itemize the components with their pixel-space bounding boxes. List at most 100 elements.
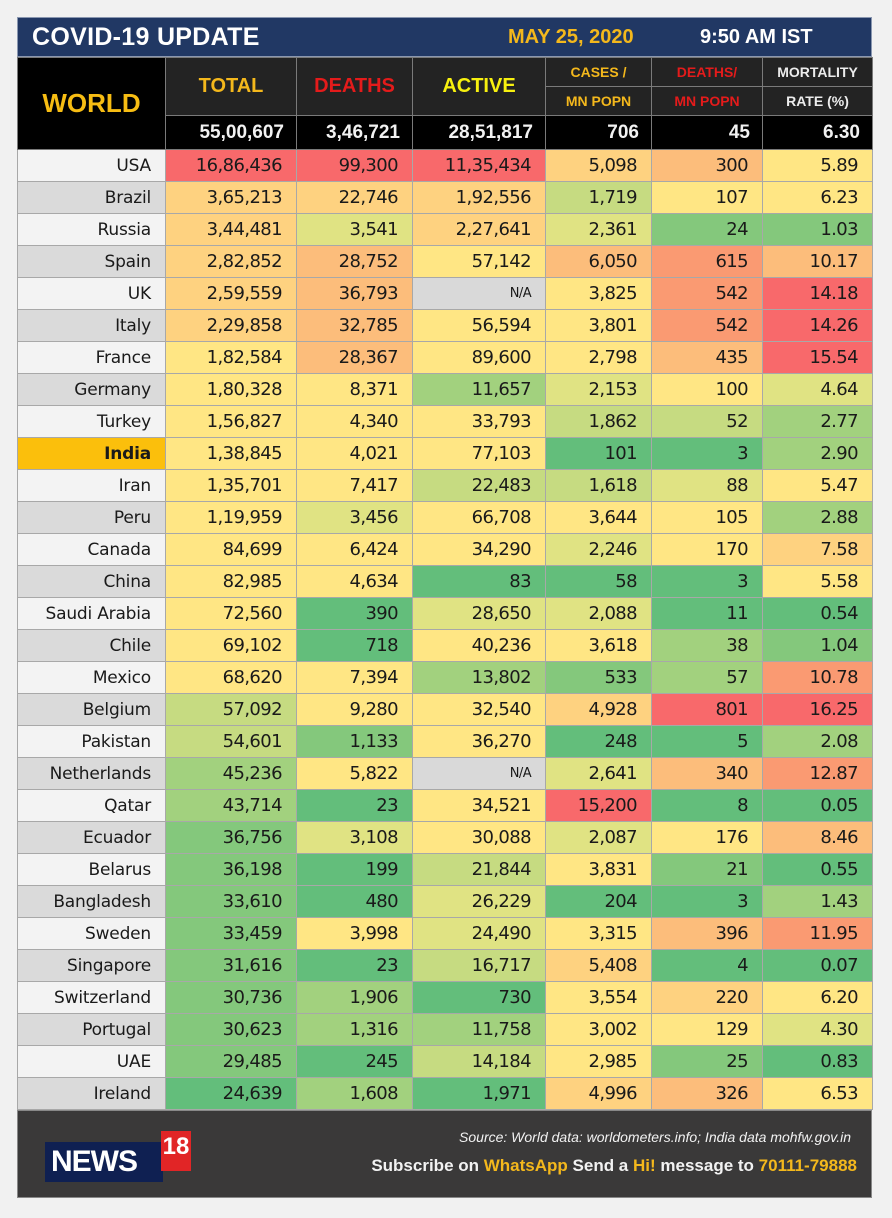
cell-cases-per-mn: 2,641 [545,757,652,790]
subscribe-text-1: Subscribe on [371,1156,484,1175]
country-name: Saudi Arabia [17,597,166,630]
cell-deaths: 9,280 [296,693,413,726]
cell-mortality: 7.58 [762,533,873,566]
country-name: Russia [17,213,166,246]
cell-total: 30,623 [165,1013,297,1046]
cell-cases-per-mn: 3,801 [545,309,652,342]
table-row: Bangladesh 33,610 480 26,229 204 3 1.43 [17,885,873,918]
cell-deaths: 23 [296,789,413,822]
cell-total: 57,092 [165,693,297,726]
cell-deaths: 245 [296,1045,413,1078]
cell-deaths: 4,340 [296,405,413,438]
subscribe-text-2: Send a [567,1156,633,1175]
cell-total: 84,699 [165,533,297,566]
cell-deaths: 32,785 [296,309,413,342]
table-row: Belgium 57,092 9,280 32,540 4,928 801 16.25 [17,693,873,726]
cell-deaths-per-mn: 11 [651,597,763,630]
cell-deaths-per-mn: 38 [651,629,763,662]
cell-mortality: 0.83 [762,1045,873,1078]
cell-active: 77,103 [412,437,546,470]
cell-deaths-per-mn: 3 [651,437,763,470]
table-row: USA 16,86,436 99,300 11,35,434 5,098 300 5.89 [17,149,873,182]
column-header-deaths: DEATHS [296,57,413,116]
cell-mortality: 0.05 [762,789,873,822]
cell-active: 32,540 [412,693,546,726]
country-name: Chile [17,629,166,662]
cell-total: 30,736 [165,981,297,1014]
cell-total: 68,620 [165,661,297,694]
cell-deaths: 390 [296,597,413,630]
cell-cases-per-mn: 2,985 [545,1045,652,1078]
cell-deaths-per-mn: 326 [651,1077,763,1110]
country-name: France [17,341,166,374]
cell-deaths-per-mn: 3 [651,565,763,598]
cell-cases-per-mn: 3,644 [545,501,652,534]
cell-active: 21,844 [412,853,546,886]
subscribe-note: Subscribe on WhatsApp Send a Hi! message… [371,1156,857,1176]
cell-mortality: 5.58 [762,565,873,598]
cell-cases-per-mn: 4,996 [545,1077,652,1110]
covid-stats-table: WORLD TOTAL DEATHS ACTIVE CASES / DEATHS… [17,57,873,1110]
country-name: Spain [17,245,166,278]
cell-mortality: 14.18 [762,277,873,310]
cell-mortality: 10.78 [762,661,873,694]
cell-deaths: 28,752 [296,245,413,278]
cell-deaths-per-mn: 105 [651,501,763,534]
cell-deaths: 36,793 [296,277,413,310]
cell-total: 33,610 [165,885,297,918]
column-header-cases-per-mn-bottom: MN POPN [545,86,652,116]
cell-deaths: 1,133 [296,725,413,758]
cell-deaths: 3,108 [296,821,413,854]
cell-active: 33,793 [412,405,546,438]
cell-mortality: 11.95 [762,917,873,950]
cell-total: 33,459 [165,917,297,950]
world-total: 55,00,607 [165,115,297,150]
table-row: UK 2,59,559 36,793 N/A 3,825 542 14.18 [17,277,873,310]
table-row: Turkey 1,56,827 4,340 33,793 1,862 52 2.77 [17,405,873,438]
cell-cases-per-mn: 1,719 [545,181,652,214]
cell-mortality: 2.08 [762,725,873,758]
country-name: Ireland [17,1077,166,1110]
cell-deaths-per-mn: 88 [651,469,763,502]
country-name: UAE [17,1045,166,1078]
cell-total: 1,19,959 [165,501,297,534]
cell-deaths: 8,371 [296,373,413,406]
table-row: Qatar 43,714 23 34,521 15,200 8 0.05 [17,789,873,822]
country-name: India [17,437,166,470]
table-row: Pakistan 54,601 1,133 36,270 248 5 2.08 [17,725,873,758]
update-time: 9:50 AM IST [700,26,813,48]
cell-deaths: 1,906 [296,981,413,1014]
cell-deaths: 4,634 [296,565,413,598]
cell-active: 66,708 [412,501,546,534]
world-deaths-per-mn: 45 [651,115,763,150]
cell-active: 2,27,641 [412,213,546,246]
news18-logo: NEWS 18 [45,1131,191,1183]
cell-cases-per-mn: 101 [545,437,652,470]
cell-cases-per-mn: 3,825 [545,277,652,310]
country-name: Peru [17,501,166,534]
cell-active: N/A [412,757,546,790]
cell-total: 24,639 [165,1077,297,1110]
table-row: Peru 1,19,959 3,456 66,708 3,644 105 2.88 [17,501,873,534]
cell-deaths: 6,424 [296,533,413,566]
cell-total: 2,82,852 [165,245,297,278]
cell-deaths-per-mn: 25 [651,1045,763,1078]
cell-total: 1,80,328 [165,373,297,406]
cell-mortality: 10.17 [762,245,873,278]
cell-cases-per-mn: 6,050 [545,245,652,278]
table-row: Iran 1,35,701 7,417 22,483 1,618 88 5.47 [17,469,873,502]
cell-deaths: 7,417 [296,469,413,502]
cell-mortality: 14.26 [762,309,873,342]
cell-total: 72,560 [165,597,297,630]
cell-deaths: 7,394 [296,661,413,694]
cell-cases-per-mn: 3,002 [545,1013,652,1046]
cell-cases-per-mn: 58 [545,565,652,598]
cell-deaths: 3,456 [296,501,413,534]
cell-total: 2,29,858 [165,309,297,342]
cell-deaths: 199 [296,853,413,886]
title-bar: COVID-19 UPDATE MAY 25, 2020 9:50 AM IST [17,17,872,57]
country-name: Portugal [17,1013,166,1046]
table-row: UAE 29,485 245 14,184 2,985 25 0.83 [17,1045,873,1078]
country-name: Bangladesh [17,885,166,918]
cell-deaths-per-mn: 615 [651,245,763,278]
